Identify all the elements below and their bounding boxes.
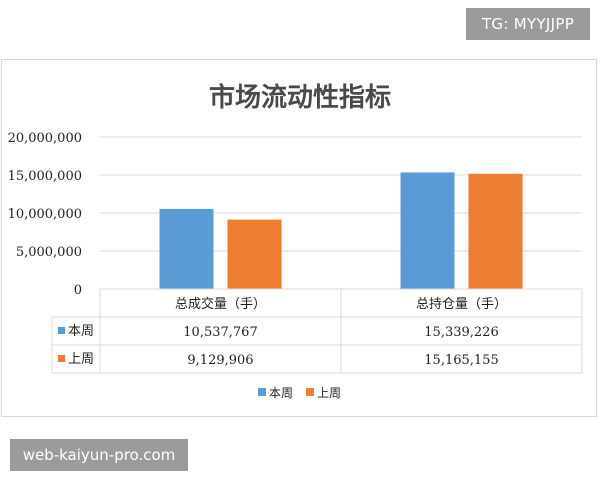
telegram-watermark: TG: MYYJJPP — [466, 8, 590, 40]
legend-entry: 本周 — [269, 386, 293, 400]
y-tick-label: 15,000,000 — [8, 169, 82, 184]
category-label: 总持仓量（手） — [416, 297, 507, 312]
bar — [159, 208, 214, 289]
site-watermark: web-kaiyun-pro.com — [10, 439, 188, 471]
series-key-swatch — [58, 355, 65, 362]
y-tick-label: 0 — [74, 283, 82, 298]
chart-title: 市场流动性指标 — [209, 82, 391, 113]
data-table: 总成交量（手） 总持仓量（手） 本周 10,537,767 15,339,226 上周 9,… — [51, 288, 583, 374]
series-name: 上周 — [68, 352, 94, 367]
y-tick-label: 10,000,000 — [8, 207, 82, 222]
data-label: 9,129,906 — [187, 353, 253, 368]
bar — [227, 219, 282, 289]
data-label: 15,339,226 — [424, 325, 498, 340]
legend-swatch — [258, 388, 266, 396]
y-axis-ticks: 0 5,000,000 10,000,000 15,000,000 20,000,000 — [8, 131, 82, 298]
y-tick-label: 5,000,000 — [16, 245, 82, 260]
bar — [468, 173, 523, 289]
category-label: 总成交量（手） — [175, 296, 266, 312]
legend-swatch — [306, 388, 314, 396]
y-tick-label: 20,000,000 — [8, 131, 82, 146]
series-key-swatch — [58, 327, 65, 334]
bars — [159, 172, 523, 289]
legend: 本周 上周 — [258, 386, 341, 400]
bar — [400, 172, 455, 289]
series-name: 本周 — [68, 324, 94, 339]
data-label: 15,165,155 — [424, 353, 498, 368]
legend-entry: 上周 — [317, 386, 341, 400]
data-label: 10,537,767 — [183, 325, 257, 340]
